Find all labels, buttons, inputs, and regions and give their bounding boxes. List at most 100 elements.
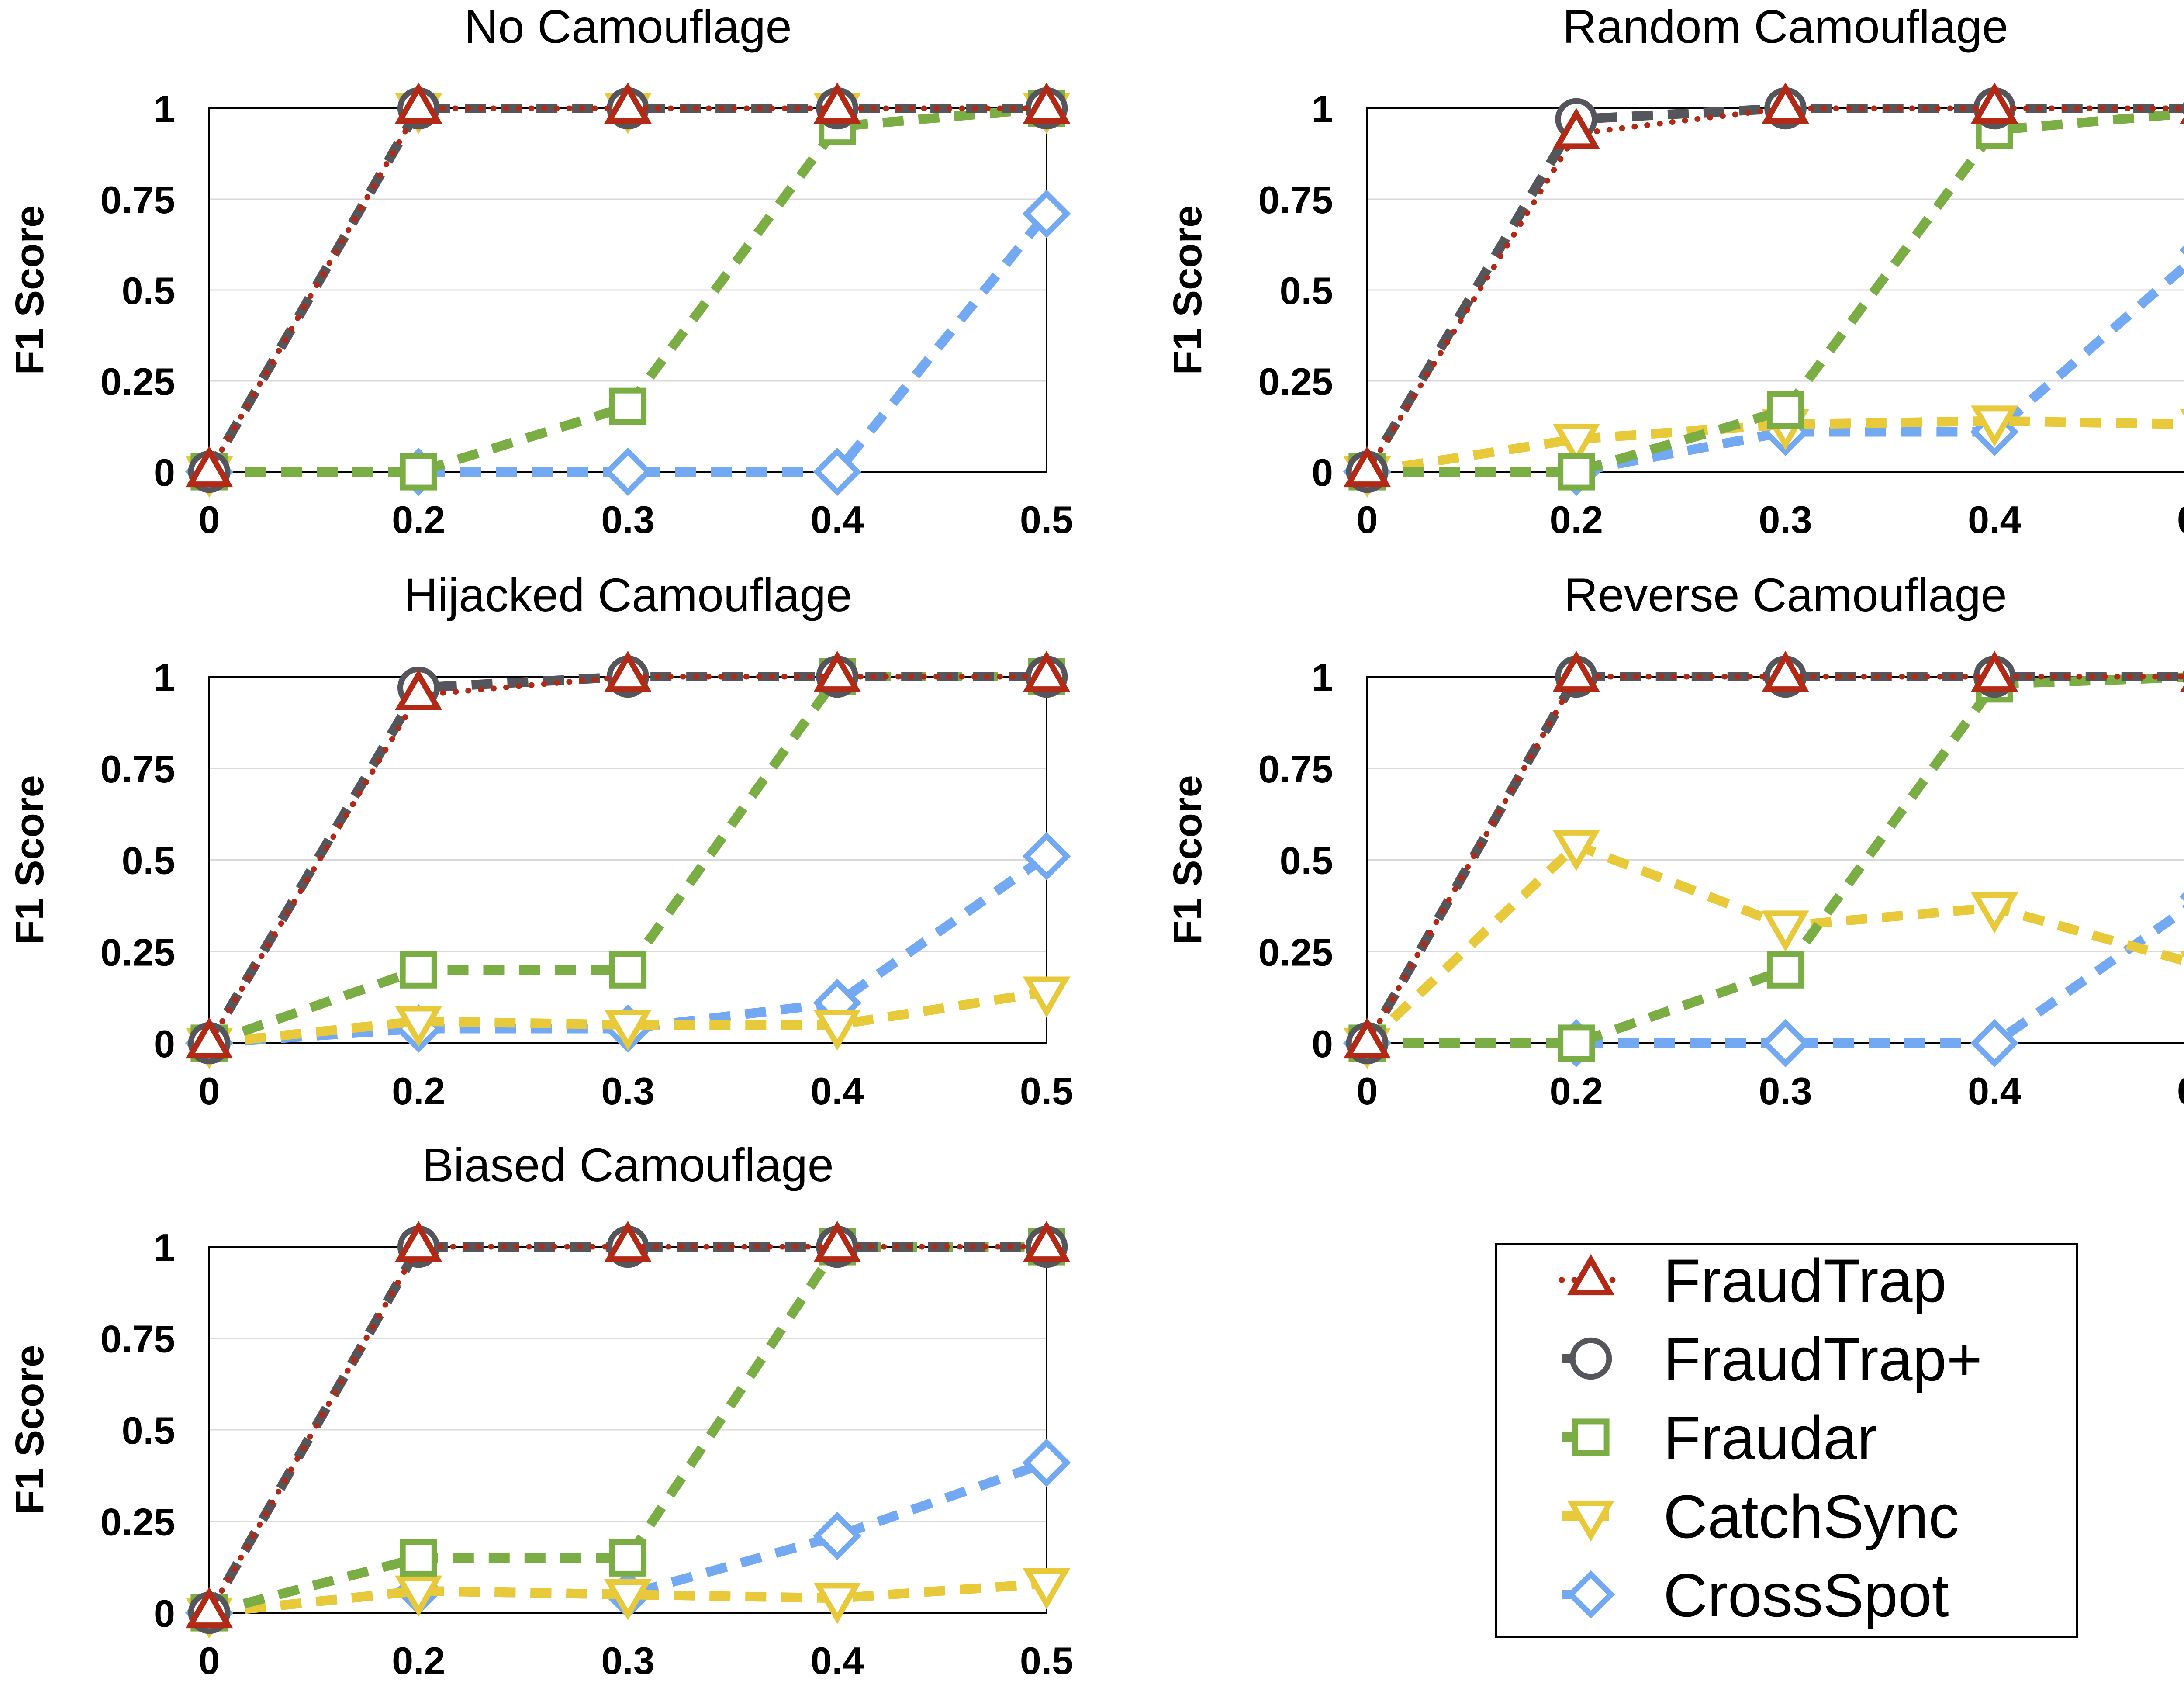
point-marker-fraudar (1558, 453, 1595, 491)
point-marker-crossspot (1022, 1439, 1071, 1487)
x-tick-label: 0.2 (392, 1069, 445, 1113)
x-tick-label: 0.3 (601, 498, 654, 541)
point-marker-catchsync (604, 1579, 652, 1621)
y-tick-label: 1 (1312, 87, 1333, 131)
point-marker-fraudar (1558, 1024, 1595, 1062)
series-fraudtrap (1343, 82, 2184, 488)
point-marker-fraudtrap (394, 1221, 442, 1262)
point-marker-fraudtrap (394, 82, 442, 124)
point-marker-fraudtrap (1023, 1221, 1071, 1262)
chart-title: No Camouflage (464, 0, 791, 53)
point-marker-crossspot (604, 447, 652, 496)
x-tick-label: 0.2 (392, 1639, 445, 1682)
chart-title: Biased Camouflage (422, 1138, 834, 1191)
point-marker-fraudtrap (1552, 650, 1600, 692)
point-marker-catchsync (394, 1006, 442, 1047)
point-marker-catchsync (604, 1009, 652, 1051)
x-tick-label: 0.3 (601, 1069, 654, 1113)
x-tick-label: 0 (199, 1069, 220, 1113)
y-tick-label: 0.75 (1258, 747, 1333, 791)
point-marker-crossspot (1022, 832, 1071, 881)
x-tick-label: 0.4 (811, 498, 864, 541)
x-tick-label: 0.2 (1550, 1069, 1603, 1113)
point-marker-fraudtrap (1343, 446, 1391, 488)
y-tick-label: 0 (1312, 1022, 1333, 1065)
x-tick-label: 0.3 (1759, 498, 1812, 541)
point-marker-fraudtrap (1970, 650, 2018, 692)
series-line-catchsync (208, 987, 1047, 1048)
y-tick-label: 1 (154, 1226, 175, 1269)
point-marker-fraudtrap (604, 82, 652, 124)
point-marker-crossspot (813, 1511, 862, 1560)
y-tick-label: 0.25 (1258, 360, 1333, 403)
chart-biased-camouflage: Biased Camouflage 0 0.25 0.5 0.75 1 0 0.2 0.3 0.4… (7, 1138, 1073, 1682)
point-marker-catchsync (1023, 1568, 1071, 1610)
point-marker-catchsync (394, 1575, 442, 1617)
legend-label: CrossSpot (1663, 1561, 1949, 1629)
x-tick-label: 0.5 (1020, 1069, 1073, 1113)
x-tick-label: 0.5 (2177, 498, 2184, 541)
chart-title: Hijacked Camouflage (404, 568, 852, 621)
y-axis-label: F1 Score (7, 205, 52, 375)
legend-item-fraudar: Fraudar (1562, 1404, 1877, 1472)
x-tick-label: 0 (199, 498, 220, 541)
y-tick-label: 0 (154, 1592, 175, 1635)
x-tick-label: 0.4 (811, 1069, 864, 1113)
series-fraudtrap (185, 1221, 1071, 1629)
point-marker-catchsync (1567, 1500, 1615, 1542)
x-tick-label: 0 (1357, 1069, 1378, 1113)
chart-no-camouflage: No Camouflage 0 0.25 0.5 0.75 1 0 0.2 0.3 0.4 0.5 F… (7, 0, 1073, 541)
point-marker-fraudtrap (1023, 650, 1071, 692)
point-marker-catchsync (1552, 830, 1600, 871)
point-marker-fraudar (1572, 1418, 1610, 1456)
x-tick-label: 0.3 (601, 1639, 654, 1682)
y-tick-label: 0 (154, 451, 175, 494)
x-tick-label: 0.5 (2177, 1069, 2184, 1113)
point-marker-fraudar (400, 453, 437, 491)
y-tick-label: 0.25 (100, 930, 175, 974)
legend-label: Fraudar (1663, 1404, 1877, 1472)
point-marker-fraudtrap (1762, 650, 1809, 692)
y-axis-label: F1 Score (7, 1345, 52, 1515)
series-line-catchsync (1364, 840, 2184, 1047)
point-marker-fraudtrap (394, 669, 442, 711)
point-marker-catchsync (1023, 976, 1071, 1018)
series-crossspot (1343, 246, 2184, 496)
series-line-crossspot (1367, 261, 2184, 477)
x-tick-label: 0.2 (392, 498, 445, 541)
point-marker-crossspot (1566, 1570, 1615, 1619)
series-line-catchsync (1366, 416, 2184, 477)
x-tick-label: 0.4 (1968, 498, 2021, 541)
point-marker-fraudtrap (604, 1221, 652, 1262)
point-marker-catchsync (1970, 892, 2018, 934)
x-tick-label: 0.5 (1020, 1639, 1073, 1682)
y-tick-label: 0.5 (122, 1409, 175, 1452)
y-axis-label: F1 Score (1165, 775, 1210, 945)
y-tick-label: 0.5 (122, 269, 175, 312)
point-marker-fraudar (1766, 951, 1804, 989)
point-marker-catchsync (813, 1009, 861, 1051)
legend-label: FraudTrap+ (1663, 1325, 1982, 1394)
y-tick-label: 0.25 (100, 360, 175, 403)
point-marker-fraudtrap (813, 650, 861, 692)
point-marker-fraudtrap (1343, 1017, 1391, 1059)
point-marker-fraudar (400, 1539, 437, 1577)
point-marker-fraudtrap (604, 650, 652, 692)
point-marker-fraudar (400, 951, 437, 989)
legend-item-fraudtrap: FraudTrap (1559, 1246, 1946, 1315)
y-tick-label: 0 (1312, 451, 1333, 494)
point-marker-fraudar (609, 387, 647, 425)
chart-reverse-camouflage: Reverse Camouflage 0 0.25 0.5 0.75 1 0 0.2 0.3 0.… (1165, 568, 2184, 1113)
y-tick-label: 0 (154, 1022, 175, 1065)
point-marker-fraudar (609, 1539, 647, 1577)
x-tick-label: 0 (1357, 498, 1378, 541)
point-marker-fraudtrap (185, 446, 233, 488)
series-line-fraudtrap (206, 105, 1050, 475)
chart-title: Reverse Camouflage (1564, 568, 2007, 621)
point-marker-fraudtrap (1023, 82, 1071, 124)
point-marker-fraudtrap (185, 1017, 233, 1059)
x-tick-label: 0 (199, 1639, 220, 1682)
chart-title: Random Camouflage (1562, 0, 2008, 53)
series-crossspot (1343, 892, 2184, 1068)
